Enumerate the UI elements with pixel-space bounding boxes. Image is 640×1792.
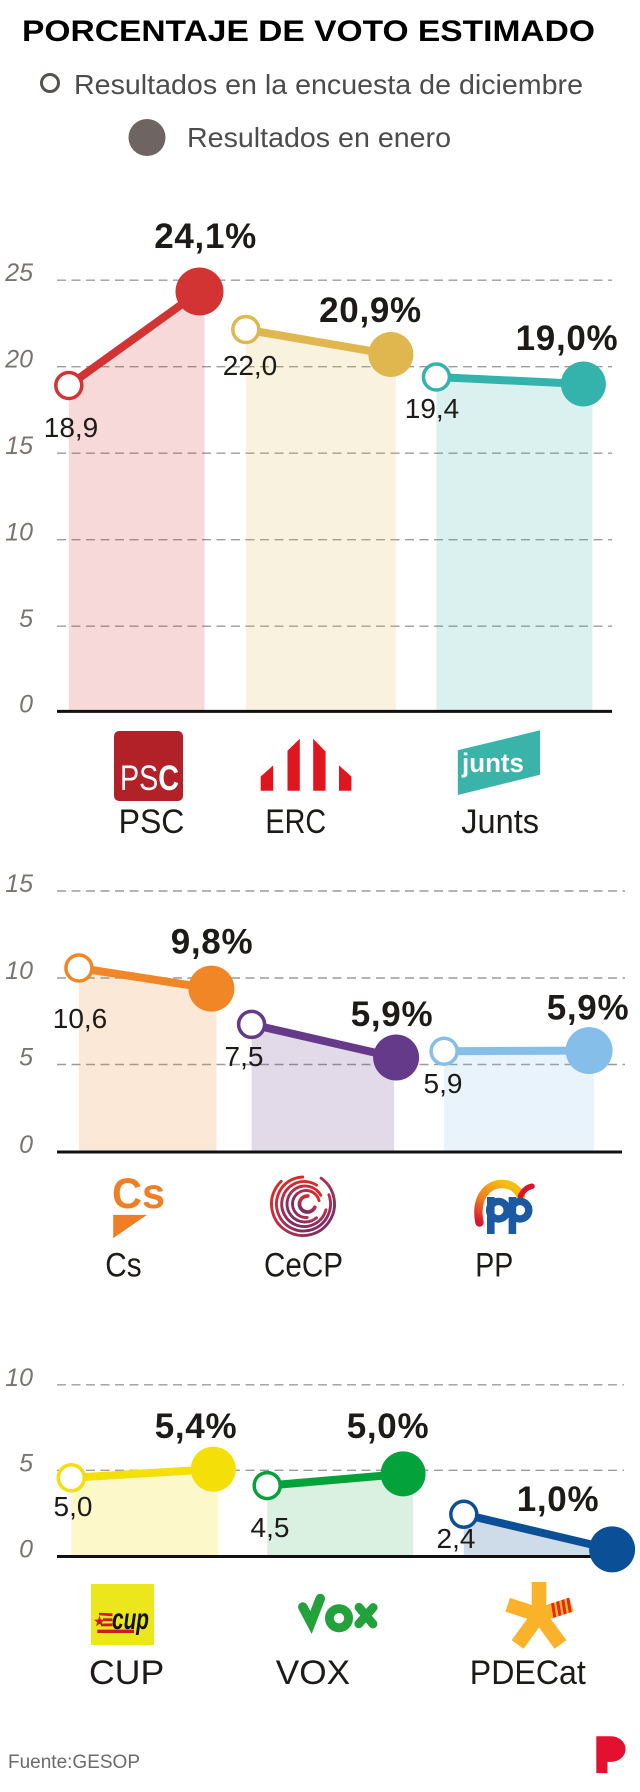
svg-text:19,0%: 19,0% — [516, 319, 619, 358]
svg-text:5,4%: 5,4% — [155, 1407, 238, 1446]
svg-text:9,8%: 9,8% — [171, 923, 254, 962]
svg-text:VOX: VOX — [276, 1654, 350, 1692]
svg-text:Cs: Cs — [112, 1170, 165, 1218]
svg-text:PSC: PSC — [120, 759, 179, 798]
svg-text:15: 15 — [5, 870, 33, 898]
svg-text:5: 5 — [19, 1044, 33, 1072]
svg-text:Junts: Junts — [461, 803, 539, 841]
svg-text:5,0%: 5,0% — [347, 1407, 430, 1446]
svg-text:15: 15 — [5, 432, 33, 460]
svg-text:0: 0 — [19, 1131, 33, 1159]
svg-text:Resultados en la encuesta de d: Resultados en la encuesta de diciembre — [74, 69, 583, 100]
svg-text:1,0%: 1,0% — [517, 1480, 600, 1519]
svg-text:20,9%: 20,9% — [319, 291, 422, 330]
svg-text:20: 20 — [4, 346, 33, 374]
svg-text:5: 5 — [19, 1449, 33, 1477]
svg-text:ERC: ERC — [265, 803, 326, 841]
svg-text:10: 10 — [5, 1364, 33, 1392]
svg-text:5,0: 5,0 — [54, 1491, 93, 1522]
svg-text:PORCENTAJE DE VOTO ESTIMADO: PORCENTAJE DE VOTO ESTIMADO — [22, 15, 595, 48]
svg-text:CeCP: CeCP — [264, 1247, 343, 1285]
svg-text:5,9%: 5,9% — [547, 989, 630, 1028]
svg-text:24,1%: 24,1% — [154, 217, 257, 256]
svg-text:0: 0 — [19, 690, 33, 718]
svg-text:5,9: 5,9 — [424, 1068, 463, 1099]
svg-text:Cs: Cs — [105, 1247, 141, 1285]
svg-text:CUP: CUP — [89, 1654, 164, 1692]
svg-text:Fuente:GESOP: Fuente:GESOP — [8, 1752, 140, 1773]
svg-text:22,0: 22,0 — [223, 350, 278, 381]
svg-text:2,4: 2,4 — [437, 1523, 476, 1554]
svg-text:10: 10 — [5, 957, 33, 985]
svg-text:10,6: 10,6 — [53, 1003, 108, 1034]
svg-text:5,9%: 5,9% — [351, 995, 434, 1034]
svg-text:7,5: 7,5 — [225, 1041, 264, 1072]
svg-text:Resultados en enero: Resultados en enero — [187, 122, 451, 153]
svg-text:PP: PP — [475, 1247, 513, 1285]
svg-text:10: 10 — [5, 519, 33, 547]
svg-text:4,5: 4,5 — [251, 1512, 290, 1543]
svg-text:25: 25 — [4, 259, 33, 287]
svg-text:PSC: PSC — [119, 803, 185, 841]
svg-text:cup: cup — [112, 1603, 149, 1636]
svg-text:PDECat: PDECat — [470, 1654, 586, 1692]
svg-text:18,9: 18,9 — [44, 412, 99, 443]
svg-text:0: 0 — [19, 1536, 33, 1564]
svg-text:5: 5 — [19, 605, 33, 633]
svg-text:junts: junts — [461, 748, 524, 778]
svg-text:19,4: 19,4 — [405, 393, 460, 424]
